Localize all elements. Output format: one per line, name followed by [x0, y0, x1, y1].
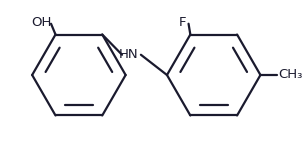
Text: HN: HN [118, 48, 138, 61]
Text: F: F [179, 16, 187, 29]
Text: CH₃: CH₃ [278, 69, 303, 81]
Text: OH: OH [32, 16, 52, 29]
